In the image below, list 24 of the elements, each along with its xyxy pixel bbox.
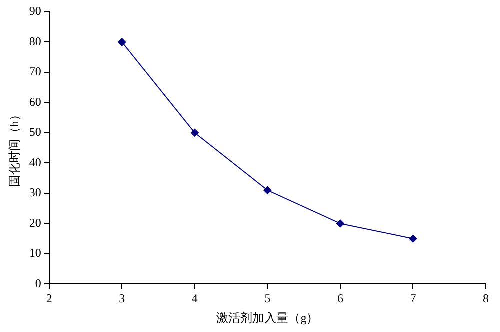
point <box>190 128 199 137</box>
y-tick-label: 10 <box>29 246 42 260</box>
point <box>118 38 126 46</box>
y-tick-label: 50 <box>29 125 42 140</box>
x-tick-label: 2 <box>46 292 52 306</box>
x-tick-label: 7 <box>410 292 416 306</box>
y-tick-label: 0 <box>35 276 42 290</box>
x-tick-label: 4 <box>192 292 198 306</box>
point <box>264 186 272 194</box>
x-tick-label: 8 <box>483 292 489 306</box>
x-tick-label: 5 <box>264 292 271 306</box>
point <box>336 220 344 228</box>
y-axis-title: 固化时间（h） <box>7 109 22 188</box>
y-tick-label: 20 <box>29 216 42 230</box>
y-tick-label: 60 <box>29 94 42 109</box>
x-axis-title: 激活剂加入量（g） <box>216 310 319 325</box>
y-tick-label: 30 <box>29 186 42 200</box>
y-tick-label: 80 <box>29 34 42 48</box>
x-tick-label: 6 <box>337 292 344 306</box>
y-tick-label: 40 <box>29 155 42 170</box>
x-tick-label: 3 <box>119 292 126 306</box>
y-tick-label: 70 <box>29 64 42 79</box>
y-tick-label: 90 <box>29 4 42 18</box>
point <box>409 234 418 243</box>
